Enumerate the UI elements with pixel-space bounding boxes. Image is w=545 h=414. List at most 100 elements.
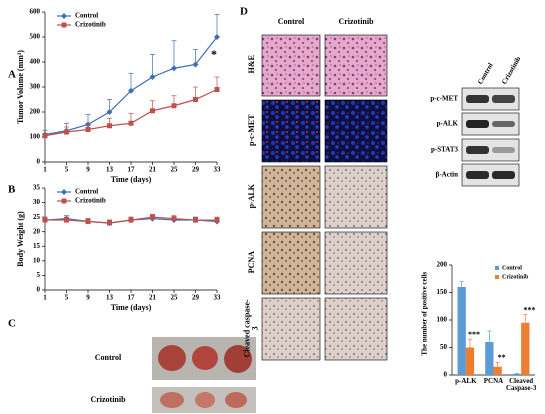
x-tick-label: 1 (43, 166, 47, 174)
micrograph (261, 34, 321, 97)
micrograph (261, 99, 321, 163)
marker (149, 74, 156, 80)
legend-label: Control (75, 12, 98, 20)
tumor (160, 392, 184, 408)
blot (461, 87, 520, 187)
y-tick-label: 15 (33, 242, 41, 250)
micrograph (324, 231, 388, 295)
marker (85, 219, 91, 225)
x-tick-label: PCNA (483, 377, 504, 385)
legend-label: Control (502, 265, 522, 271)
legend-label: Control (75, 188, 98, 196)
x-tick-label: 9 (86, 294, 90, 302)
marker (192, 61, 199, 68)
marker (128, 120, 134, 126)
annotation: *** (523, 305, 535, 314)
bar (465, 347, 475, 375)
x-tick-label: 33 (214, 294, 222, 302)
marker (214, 34, 220, 40)
annotation: *** (468, 330, 480, 339)
y-tick-label: 0 (37, 158, 41, 166)
bar (493, 366, 502, 375)
legend-label: Crizotinib (75, 21, 106, 29)
y-tick-label: 35 (33, 184, 41, 192)
marker (42, 133, 48, 139)
row-label: p-ALK (246, 183, 256, 209)
y-tick-label: 100 (437, 316, 448, 324)
micrograph (324, 99, 388, 163)
x-tick-label: 33 (214, 166, 222, 174)
tumor (195, 392, 215, 408)
x-tick-label: 25 (171, 166, 179, 174)
panel-letter: C (8, 318, 16, 330)
row-label: PCNA (246, 251, 256, 274)
y-axis-label: Tumor Volume (mm³) (16, 50, 25, 124)
x-tick-label: 5 (65, 294, 69, 302)
marker (107, 220, 112, 226)
legend-label: Crizotinib (502, 274, 529, 280)
legend-swatch (495, 275, 499, 279)
x-tick-label: 9 (86, 166, 90, 174)
marker (214, 217, 220, 223)
marker (42, 217, 48, 223)
micrograph (324, 34, 388, 97)
x-tick-label: 29 (192, 294, 200, 302)
tumor (225, 392, 247, 408)
y-tick-label: 50 (440, 343, 448, 351)
x-tick-label: 17 (128, 294, 136, 302)
row-label: Control (95, 353, 122, 362)
legend-swatch (495, 266, 499, 270)
y-tick-label: 25 (33, 213, 41, 221)
annotation: ** (498, 353, 506, 362)
y-axis-label: Body Weight (g) (16, 211, 25, 267)
marker (106, 109, 113, 115)
row-label: Crizotinib (90, 395, 126, 404)
row-label: Cleaved caspase-3 (242, 299, 260, 358)
x-tick-label: 21 (149, 166, 157, 174)
micrograph (261, 297, 321, 361)
tumor (192, 346, 218, 370)
y-tick-label: 500 (30, 33, 41, 41)
annotation: * (211, 47, 217, 61)
bar (485, 342, 494, 375)
legend-marker (61, 22, 67, 28)
marker (193, 217, 198, 223)
y-tick-label: 30 (33, 198, 41, 206)
bar (521, 322, 530, 375)
y-tick-label: 0 (444, 371, 448, 379)
marker (150, 108, 155, 114)
y-tick-label: 300 (30, 83, 41, 91)
x-tick-label: 5 (65, 166, 69, 174)
y-tick-label: 200 (30, 108, 41, 116)
bar (457, 287, 466, 375)
micrograph (261, 231, 321, 295)
marker (64, 217, 69, 223)
marker (150, 214, 155, 220)
column-label: Crizotinib (338, 17, 374, 26)
blot-label: p-ALK (437, 120, 459, 128)
x-axis-label: Time (days) (111, 175, 152, 184)
blot-label: p-c-MET (430, 95, 458, 103)
y-tick-label: 10 (33, 256, 41, 264)
x-tick-label: 21 (149, 294, 157, 302)
blot-column: Control (476, 62, 495, 86)
x-tick-label: p-ALK (455, 377, 477, 385)
panel-letter: D (240, 6, 248, 18)
y-tick-label: 5 (37, 271, 41, 279)
micrograph (324, 297, 388, 361)
micrograph (261, 165, 321, 229)
x-tick-label: 13 (106, 166, 114, 174)
bar (512, 373, 522, 375)
y-axis-label: The number of positive cells (420, 271, 429, 356)
series-line (44, 88, 218, 137)
x-tick-label: 29 (192, 166, 200, 174)
x-tick-label: 13 (106, 294, 114, 302)
x-tick-label: 25 (171, 294, 179, 302)
marker (128, 217, 134, 223)
marker (64, 129, 69, 135)
panel-letter: B (8, 184, 16, 196)
legend-marker (61, 13, 67, 19)
legend-marker (61, 198, 67, 204)
blot-column: Crizotinib (500, 55, 522, 86)
